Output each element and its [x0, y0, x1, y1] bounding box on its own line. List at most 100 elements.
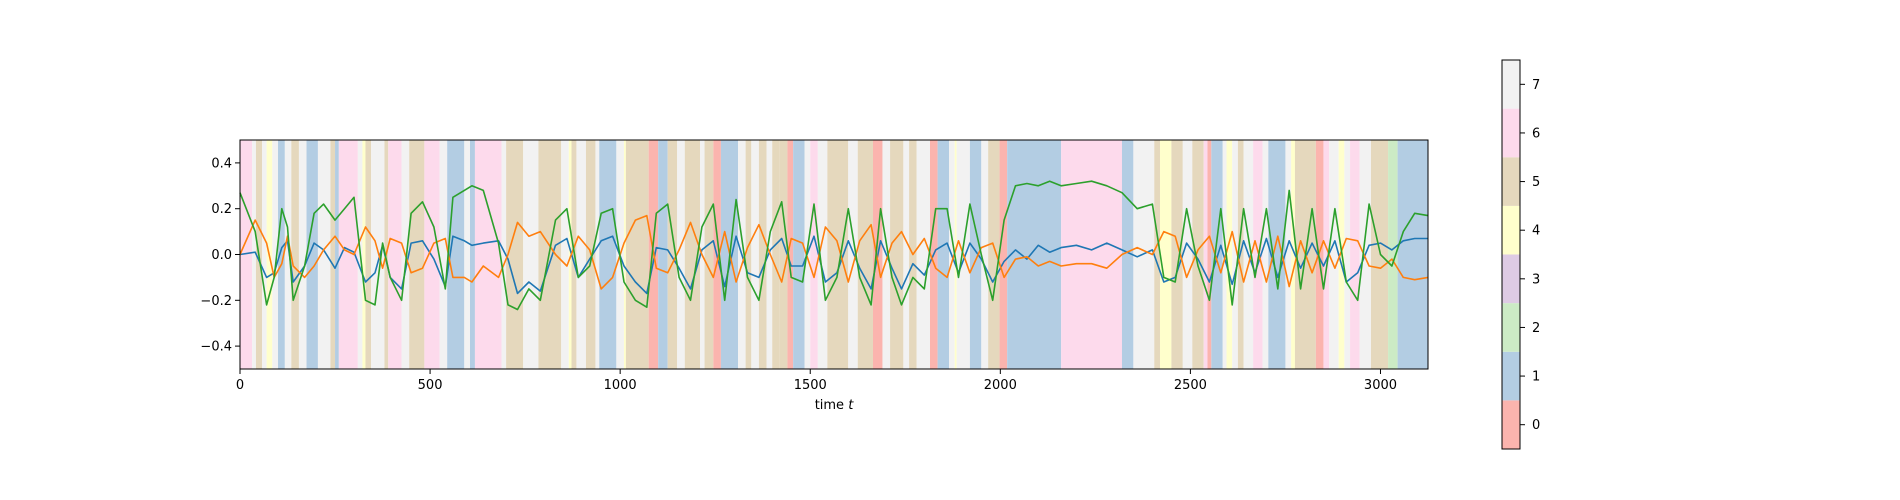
state-band	[464, 140, 470, 369]
state-band	[903, 140, 910, 369]
state-band	[937, 140, 949, 369]
colorbar-tick-label: 0	[1532, 418, 1540, 433]
state-band	[1232, 140, 1238, 369]
state-band	[667, 140, 678, 369]
state-band	[810, 140, 818, 369]
state-band	[684, 140, 700, 369]
state-band	[817, 140, 828, 369]
colorbar-frame	[1501, 59, 1521, 450]
state-band	[1182, 140, 1193, 369]
state-band	[1192, 140, 1204, 369]
state-band	[677, 140, 685, 369]
state-band	[362, 140, 366, 369]
state-band	[1291, 140, 1295, 369]
state-band	[1397, 140, 1428, 369]
y-tick-label: 0.0	[211, 248, 232, 263]
state-band	[365, 140, 372, 369]
colorbar-segment	[1502, 254, 1520, 304]
state-band	[371, 140, 385, 369]
state-band	[1171, 140, 1183, 369]
x-tick-label: 0	[236, 378, 244, 393]
y-tick-label: −0.2	[200, 294, 232, 309]
state-band	[704, 140, 714, 369]
state-band	[751, 140, 759, 369]
state-band	[447, 140, 465, 369]
state-band	[890, 140, 904, 369]
state-band	[278, 140, 285, 369]
colorbar-tick-label: 2	[1532, 321, 1540, 336]
state-band	[1268, 140, 1286, 369]
y-tick-label: −0.4	[200, 340, 232, 355]
state-band	[595, 140, 600, 369]
state-band	[1388, 140, 1398, 369]
x-axis-label: time t	[815, 398, 855, 413]
state-band	[1226, 140, 1233, 369]
state-band	[1315, 140, 1324, 369]
colorbar-tick-label: 3	[1532, 272, 1540, 287]
state-bands	[240, 140, 1428, 369]
state-band	[330, 140, 336, 369]
state-band	[538, 140, 562, 369]
state-band	[1370, 140, 1389, 369]
state-band	[568, 140, 572, 369]
state-band	[1350, 140, 1360, 369]
x-tick-label: 3000	[1364, 378, 1397, 393]
state-band	[969, 140, 982, 369]
state-band	[1007, 140, 1062, 369]
state-band	[1121, 140, 1134, 369]
colorbar-segment	[1502, 205, 1520, 255]
state-band	[306, 140, 318, 369]
x-axis-ticks: 0 500 1000 1500 2000 2500 3000	[236, 369, 1397, 393]
colorbar: 0 1 2 3 4 5 6 7	[1501, 59, 1540, 450]
x-tick-label: 2500	[1174, 378, 1207, 393]
state-band	[506, 140, 524, 369]
state-band	[745, 140, 752, 369]
colorbar-segment	[1502, 400, 1520, 449]
state-band	[827, 140, 849, 369]
state-band	[599, 140, 617, 369]
state-band	[1329, 140, 1339, 369]
series-lines	[239, 180, 1429, 311]
state-band	[857, 140, 873, 369]
state-band	[1207, 140, 1212, 369]
state-band	[999, 140, 1008, 369]
state-band	[469, 140, 475, 369]
state-band	[625, 140, 649, 369]
colorbar-tick-label: 5	[1532, 175, 1540, 190]
colorbar-segment	[1502, 351, 1520, 401]
state-band	[1154, 140, 1160, 369]
state-band	[576, 140, 586, 369]
state-band	[439, 140, 448, 369]
state-band	[772, 140, 780, 369]
state-band	[758, 140, 767, 369]
state-band	[284, 140, 292, 369]
state-band	[1222, 140, 1227, 369]
colorbar-segment	[1502, 157, 1520, 206]
state-band	[523, 140, 539, 369]
state-band	[766, 140, 773, 369]
state-band	[954, 140, 957, 369]
colorbar-segment	[1502, 60, 1520, 109]
state-band	[298, 140, 307, 369]
state-band	[409, 140, 425, 369]
colorbar-segment	[1502, 303, 1520, 352]
state-band	[988, 140, 1000, 369]
state-band	[1253, 140, 1263, 369]
colorbar-tick-label: 7	[1532, 78, 1540, 93]
state-band	[252, 140, 256, 369]
state-band	[779, 140, 788, 369]
x-tick-label: 1500	[794, 378, 827, 393]
state-band	[240, 140, 253, 369]
x-tick-label: 500	[418, 378, 443, 393]
state-band	[1211, 140, 1223, 369]
state-band	[1061, 140, 1122, 369]
state-band	[793, 140, 805, 369]
state-band	[424, 140, 440, 369]
state-band	[388, 140, 402, 369]
x-tick-label: 1000	[604, 378, 637, 393]
state-band	[1323, 140, 1330, 369]
colorbar-tick-label: 1	[1532, 370, 1540, 385]
state-band	[474, 140, 502, 369]
y-tick-label: 0.4	[211, 156, 232, 171]
state-band	[317, 140, 331, 369]
